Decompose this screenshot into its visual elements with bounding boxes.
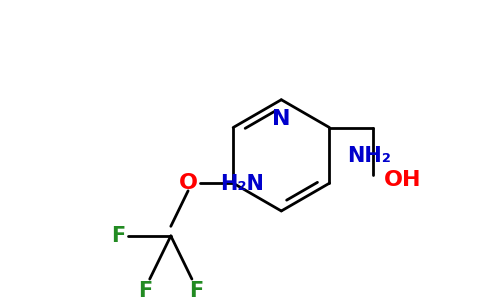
Text: F: F bbox=[138, 280, 152, 300]
Text: OH: OH bbox=[384, 170, 422, 190]
Text: N: N bbox=[272, 109, 290, 129]
Text: NH₂: NH₂ bbox=[347, 146, 391, 166]
Text: F: F bbox=[111, 226, 125, 246]
Text: O: O bbox=[179, 173, 197, 193]
Text: F: F bbox=[190, 280, 204, 300]
Text: H₂N: H₂N bbox=[220, 174, 264, 194]
